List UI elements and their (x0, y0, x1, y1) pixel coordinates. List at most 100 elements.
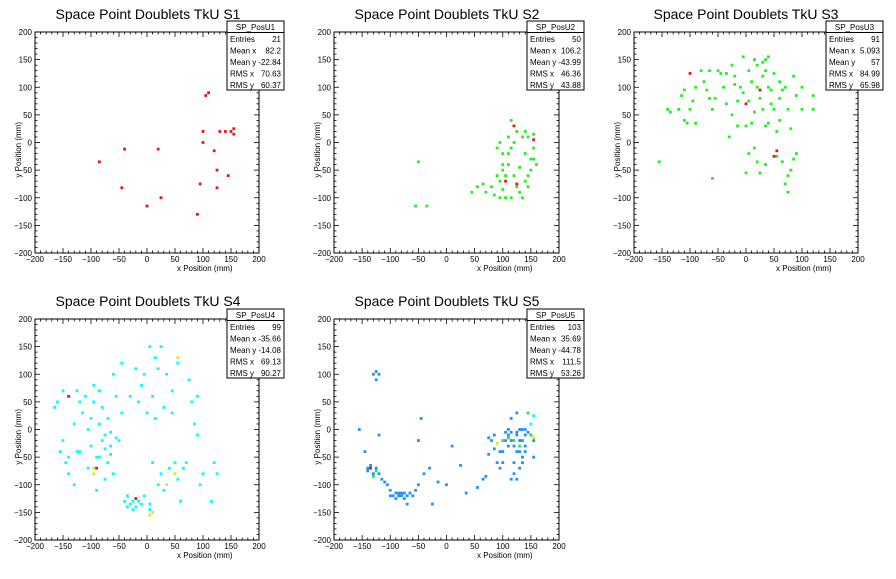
x-tick-label: 100 (196, 255, 210, 264)
data-cell (739, 85, 742, 89)
data-cell (755, 160, 759, 164)
data-cell (402, 497, 406, 500)
data-cell (761, 74, 765, 78)
stats-key: RMS y (829, 81, 853, 90)
data-cell (506, 163, 510, 166)
data-cell (501, 461, 505, 465)
y-axis-label: y Position (mm) (14, 122, 23, 178)
data-cell (504, 439, 507, 442)
data-cell (532, 436, 536, 440)
x-tick-label: 200 (552, 542, 566, 551)
chart-title: Space Point Doublets TkU S3 (654, 6, 839, 22)
data-cell (753, 58, 756, 61)
data-cell (224, 130, 227, 133)
x-tick-label: 0 (145, 255, 150, 264)
data-cell (165, 483, 168, 487)
stats-key: RMS y (230, 369, 254, 378)
x-tick-label: 50 (470, 542, 479, 551)
data-cell (109, 452, 112, 456)
stats-value: 82.2 (265, 47, 281, 56)
y-tick-label: 100 (618, 83, 632, 92)
x-tick-label: −50 (112, 542, 126, 551)
data-cell (145, 411, 149, 415)
data-cell (371, 472, 375, 476)
x-tick-label: −150 (54, 542, 73, 551)
data-cell (78, 400, 82, 404)
data-cell (761, 61, 765, 64)
data-cell (380, 477, 384, 481)
x-tick-label: 100 (795, 255, 809, 264)
data-cell (134, 497, 138, 500)
data-cell (414, 488, 417, 492)
data-cell (741, 91, 745, 95)
data-cell (481, 182, 485, 186)
data-cell (515, 182, 519, 186)
x-tick-label: 200 (252, 255, 266, 264)
x-tick-label: −50 (711, 255, 725, 264)
y-tick-label: 50 (622, 111, 631, 120)
stats-value: 35.69 (561, 335, 582, 344)
data-cell (683, 88, 686, 92)
y-tick-label: 100 (19, 83, 33, 92)
stats-value: 50 (572, 35, 581, 44)
data-cell (394, 491, 398, 495)
data-cell (92, 400, 96, 404)
data-cell (529, 168, 533, 172)
data-cell (207, 91, 210, 95)
x-tick-label: −200 (26, 542, 45, 551)
data-cell (523, 428, 527, 431)
data-cell (501, 168, 505, 172)
data-cell (515, 477, 519, 481)
y-tick-label: 0 (28, 139, 33, 148)
data-cell (521, 455, 524, 459)
data-cell (708, 96, 711, 100)
y-tick-label: −150 (14, 221, 33, 230)
data-cell (501, 152, 505, 155)
data-cell (156, 147, 160, 151)
data-cell (504, 430, 507, 434)
data-cell (722, 85, 725, 89)
data-cell (492, 433, 496, 437)
data-cell (764, 69, 767, 73)
x-tick-label: −150 (353, 255, 372, 264)
y-tick-label: 150 (19, 56, 33, 65)
stats-key: Mean x (530, 335, 556, 344)
plot-frame (333, 31, 560, 254)
x-tick-label: 0 (444, 255, 449, 264)
data-cell (120, 186, 124, 190)
stats-value: 57 (871, 58, 880, 67)
data-cell (371, 475, 375, 478)
chart-panel-5: Space Point Doublets TkU S5−200 −150 −100−… (313, 293, 585, 560)
y-tick-label: 150 (618, 56, 632, 65)
data-cell (506, 152, 510, 155)
data-cell (769, 102, 773, 106)
data-cell (377, 472, 381, 476)
data-cell (86, 466, 90, 470)
data-cell (159, 345, 163, 348)
data-cell (173, 461, 177, 465)
data-cell (691, 99, 695, 103)
data-cell (753, 146, 756, 150)
data-cell (512, 461, 516, 465)
data-cell (134, 367, 138, 371)
data-cell (369, 466, 372, 470)
data-cell (688, 107, 692, 111)
data-cell (792, 157, 795, 161)
data-cell (515, 433, 519, 437)
x-tick-label: 0 (145, 542, 150, 551)
data-cell (786, 190, 790, 194)
data-cell (705, 88, 709, 92)
stats-value: 53.26 (561, 369, 582, 378)
plot-frame (633, 31, 859, 254)
y-tick-label: 0 (327, 426, 332, 435)
data-cell (515, 411, 519, 415)
data-cell (509, 417, 513, 420)
data-cell (495, 174, 499, 178)
stats-name: SP_PosU5 (536, 311, 576, 320)
x-tick-label: −50 (112, 255, 126, 264)
data-cell (786, 107, 790, 111)
y-tick-label: −100 (613, 194, 632, 203)
data-cell (476, 486, 479, 489)
data-cell (535, 163, 538, 166)
